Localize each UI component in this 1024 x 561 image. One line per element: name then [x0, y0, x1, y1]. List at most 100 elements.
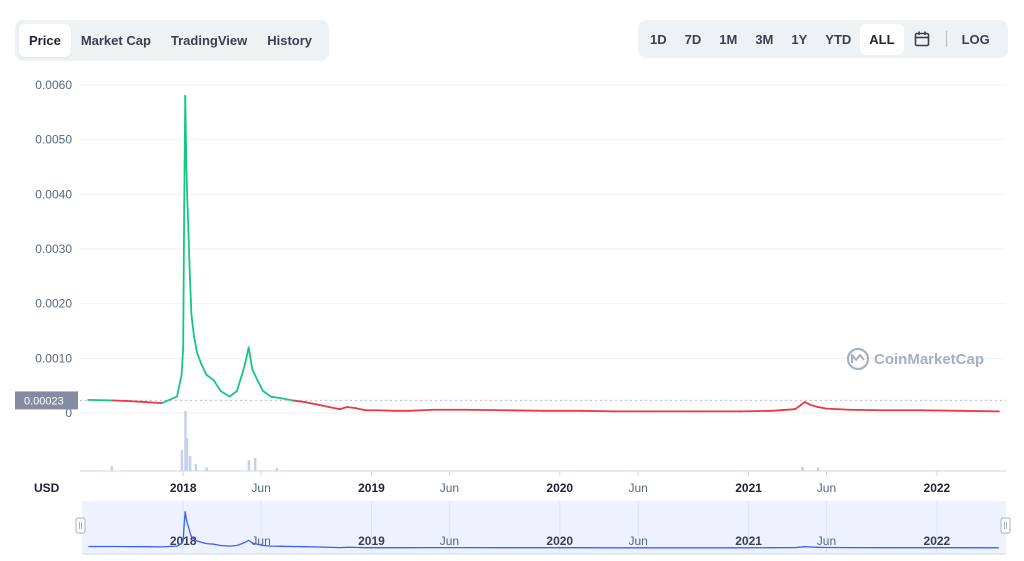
price-point [339, 408, 341, 411]
time-range-selector: 1D 7D 1M 3M 1Y YTD ALL LOG [638, 20, 1008, 58]
volume-bar [188, 456, 192, 471]
price-point [241, 373, 243, 376]
price-point [184, 95, 187, 97]
price-point [848, 408, 851, 411]
x-tick-label: Jun [817, 481, 836, 495]
price-series [87, 95, 1000, 413]
price-segment [180, 346, 185, 376]
price-segment [182, 204, 186, 349]
price-point [256, 379, 259, 382]
volume-bar [275, 468, 279, 471]
price-segment [160, 395, 178, 405]
price-segment [346, 406, 357, 409]
price-point [346, 406, 349, 408]
price-point [770, 409, 773, 412]
price-point [354, 407, 357, 409]
calendar-icon [914, 31, 929, 47]
tab-history[interactable]: History [267, 33, 313, 48]
price-segment [110, 399, 129, 402]
log-scale-button[interactable]: LOG [961, 31, 990, 47]
tab-price[interactable]: Price [19, 24, 71, 57]
price-point [87, 398, 90, 401]
price-point [408, 409, 411, 412]
price-point [251, 368, 254, 371]
price-point [803, 401, 806, 403]
price-segment [291, 399, 306, 403]
navigator-handle-left[interactable] [75, 517, 86, 534]
current-price-tag: 0.00023 [15, 391, 78, 410]
navigator[interactable]: 2018 Jun 2019 Jun 2020 Jun 2021 Jun 2022 [75, 501, 1011, 555]
price-point [809, 403, 812, 406]
price-point [160, 402, 163, 405]
x-tick-label: Jun [251, 481, 270, 495]
price-point [247, 346, 250, 349]
range-3m-button[interactable]: 3M [755, 31, 774, 47]
price-segment [200, 362, 208, 376]
calendar-button[interactable] [904, 24, 940, 55]
price-point [190, 313, 193, 316]
price-point [280, 397, 283, 400]
grid-lines [80, 84, 1006, 414]
price-point [193, 335, 195, 338]
navigator-tick-label: 2021 [735, 534, 762, 548]
price-segment [339, 406, 349, 411]
price-segment [803, 401, 812, 406]
price-segment [919, 409, 961, 412]
navigator-tick-label: 2019 [358, 534, 385, 548]
price-point [503, 409, 505, 412]
y-tick-label: 0.0050 [35, 133, 72, 147]
y-tick-label: 0.0010 [35, 351, 72, 365]
range-1y-button[interactable]: 1Y [791, 31, 808, 47]
price-segment [187, 226, 191, 278]
chart-tabs: Price Market Cap TradingView History [15, 20, 329, 61]
price-segment [87, 398, 113, 402]
price-point [196, 351, 199, 354]
tab-market-cap[interactable]: Market Cap [80, 33, 151, 48]
price-segment [247, 346, 254, 371]
range-1m-button[interactable]: 1M [719, 31, 738, 47]
price-point [304, 401, 306, 403]
currency-label: USD [34, 481, 60, 495]
price-segment [262, 390, 272, 398]
price-point [180, 373, 183, 376]
price-point [212, 379, 215, 382]
price-segment [848, 408, 883, 412]
price-point [959, 409, 961, 412]
x-tick-label: 2018 [170, 481, 197, 495]
price-point [182, 346, 185, 349]
x-tick-label: 2021 [735, 481, 762, 495]
price-segment [188, 275, 193, 316]
price-segment [256, 379, 265, 393]
price-point [187, 226, 190, 229]
price-segment [219, 390, 231, 398]
navigator-axis: 2018 Jun 2019 Jun 2020 Jun 2021 Jun 2022 [170, 501, 951, 554]
y-tick-label: 0.0020 [35, 297, 72, 311]
x-axis: 2018 Jun 2019 Jun 2020 Jun 2021 Jun 2022 [170, 471, 951, 495]
price-segment [144, 401, 163, 405]
price-point [330, 406, 333, 409]
price-segment [251, 368, 259, 382]
y-tick-label: 0.0040 [35, 187, 72, 201]
x-tick-label: Jun [440, 481, 459, 495]
price-point [186, 198, 189, 201]
x-tick-label: Jun [628, 481, 647, 495]
price-point [738, 410, 741, 413]
price-point [235, 390, 238, 393]
price-segment [269, 395, 283, 400]
range-ytd-button[interactable]: YTD [825, 31, 852, 47]
tab-tradingview[interactable]: TradingView [170, 33, 248, 48]
price-point [262, 390, 265, 393]
range-1d-button[interactable]: 1D [650, 31, 667, 47]
navigator-handle-right[interactable] [1000, 517, 1011, 534]
price-point [228, 395, 231, 398]
price-segment [280, 397, 294, 402]
price-point [542, 409, 545, 412]
price-segment [190, 313, 195, 338]
volume-bar [194, 463, 198, 471]
range-7d-button[interactable]: 7D [684, 31, 702, 47]
price-point [205, 373, 208, 376]
price-segment [798, 401, 806, 407]
range-all-button[interactable]: ALL [860, 23, 904, 55]
navigator-tick-label: Jun [628, 534, 647, 548]
price-segment [408, 408, 435, 412]
